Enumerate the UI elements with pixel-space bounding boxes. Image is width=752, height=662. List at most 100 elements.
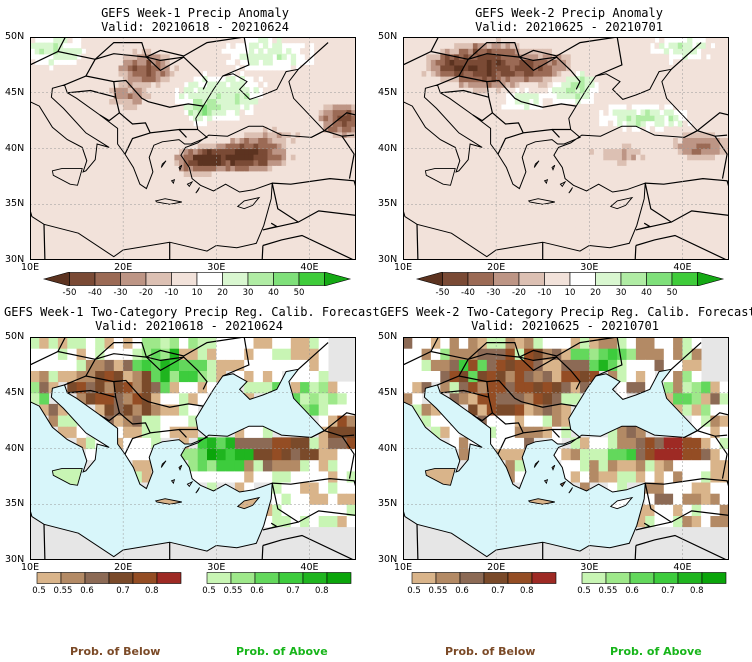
anomaly-cell bbox=[90, 232, 96, 239]
anomaly-cell bbox=[113, 254, 120, 260]
anomaly-cell bbox=[53, 176, 59, 183]
anomaly-cell bbox=[561, 103, 567, 111]
anomaly-cell bbox=[598, 254, 604, 260]
anomaly-cell bbox=[598, 221, 604, 228]
anomaly-cell bbox=[440, 204, 446, 211]
anomaly-cell bbox=[304, 193, 311, 200]
anomaly-cell bbox=[109, 243, 115, 250]
anomaly-cell bbox=[412, 232, 418, 239]
anomaly-cell bbox=[528, 209, 534, 216]
anomaly-cell bbox=[407, 148, 413, 155]
anomaly-cell bbox=[332, 187, 338, 194]
anomaly-cell bbox=[454, 170, 460, 177]
anomaly-cell bbox=[318, 221, 324, 228]
anomaly-cell bbox=[211, 209, 217, 216]
anomaly-cell bbox=[207, 126, 213, 133]
anomaly-cell bbox=[603, 159, 609, 166]
anomaly-cell bbox=[44, 226, 50, 233]
anomaly-cell bbox=[421, 59, 427, 66]
anomaly-cell bbox=[62, 98, 68, 105]
anomaly-cell bbox=[514, 248, 521, 255]
anomaly-cell bbox=[304, 187, 311, 194]
anomaly-cell bbox=[552, 215, 558, 222]
anomaly-cell bbox=[346, 59, 352, 66]
anomaly-cell bbox=[584, 209, 590, 216]
anomaly-cell bbox=[645, 254, 651, 260]
anomaly-cell bbox=[323, 53, 329, 60]
anomaly-cell bbox=[220, 254, 227, 260]
anomaly-cell bbox=[57, 182, 64, 189]
anomaly-cell bbox=[491, 254, 497, 260]
anomaly-cell bbox=[276, 103, 283, 111]
anomaly-cell bbox=[603, 103, 609, 111]
anomaly-cell bbox=[440, 148, 446, 155]
anomaly-cell bbox=[137, 170, 143, 177]
anomaly-cell bbox=[137, 131, 143, 138]
anomaly-cell bbox=[295, 187, 301, 194]
anomaly-cell bbox=[262, 137, 269, 144]
anomaly-cell bbox=[426, 64, 432, 72]
anomaly-cell bbox=[262, 42, 269, 49]
anomaly-cell bbox=[146, 53, 152, 60]
anomaly-cell bbox=[603, 59, 609, 66]
anomaly-cell bbox=[621, 87, 628, 94]
anomaly-cell bbox=[132, 254, 138, 260]
anomaly-cell bbox=[407, 42, 413, 49]
anomaly-cell bbox=[612, 81, 618, 88]
anomaly-cell bbox=[654, 76, 660, 83]
anomaly-cell bbox=[53, 148, 59, 155]
anomaly-cell bbox=[151, 48, 157, 55]
anomaly-cell bbox=[202, 198, 208, 205]
anomaly-cell bbox=[30, 81, 36, 88]
anomaly-cell bbox=[403, 154, 409, 161]
anomaly-cell bbox=[575, 221, 581, 228]
anomaly-cell bbox=[575, 59, 581, 66]
anomaly-cell bbox=[663, 154, 670, 161]
anomaly-cell bbox=[514, 109, 521, 116]
anomaly-cell bbox=[71, 232, 78, 239]
anomaly-cell bbox=[174, 137, 180, 144]
anomaly-cell bbox=[430, 198, 437, 205]
anomaly-cell bbox=[538, 182, 544, 189]
anomaly-cell bbox=[113, 76, 120, 83]
anomaly-cell bbox=[81, 204, 87, 211]
anomaly-cell bbox=[468, 226, 474, 233]
anomaly-cell bbox=[663, 170, 670, 177]
anomaly-cell bbox=[617, 193, 623, 200]
anomaly-cell bbox=[99, 170, 106, 177]
anomaly-cell bbox=[332, 204, 338, 211]
anomaly-cell bbox=[174, 53, 180, 60]
anomaly-cell bbox=[234, 103, 241, 111]
anomaly-cell bbox=[248, 159, 255, 166]
anomaly-cell bbox=[566, 53, 572, 60]
anomaly-cell bbox=[225, 76, 231, 83]
anomaly-cell bbox=[169, 142, 175, 150]
anomaly-cell bbox=[169, 126, 175, 133]
anomaly-cell bbox=[81, 215, 87, 222]
anomaly-cell bbox=[533, 187, 539, 194]
anomaly-cell bbox=[426, 176, 432, 183]
anomaly-cell bbox=[99, 254, 106, 260]
anomaly-cell bbox=[500, 198, 507, 205]
anomaly-cell bbox=[76, 254, 82, 260]
anomaly-cell bbox=[183, 142, 189, 150]
anomaly-cell bbox=[337, 154, 343, 161]
anomaly-cell bbox=[346, 137, 352, 144]
anomaly-cell bbox=[673, 254, 679, 260]
anomaly-cell bbox=[421, 98, 427, 105]
anomaly-cell bbox=[216, 209, 222, 216]
anomaly-cell bbox=[435, 176, 441, 183]
anomaly-cell bbox=[645, 176, 651, 183]
anomaly-cell bbox=[332, 182, 338, 189]
anomaly-cell bbox=[118, 53, 124, 60]
anomaly-cell bbox=[113, 126, 120, 133]
anomaly-cell bbox=[62, 87, 68, 94]
anomaly-cell bbox=[677, 204, 684, 211]
anomaly-cell bbox=[85, 182, 92, 189]
anomaly-cell bbox=[589, 48, 595, 55]
anomaly-cell bbox=[155, 226, 161, 233]
anomaly-cell bbox=[220, 42, 227, 49]
anomaly-cell bbox=[584, 221, 590, 228]
anomaly-cell bbox=[137, 98, 143, 105]
anomaly-cell bbox=[323, 159, 329, 166]
